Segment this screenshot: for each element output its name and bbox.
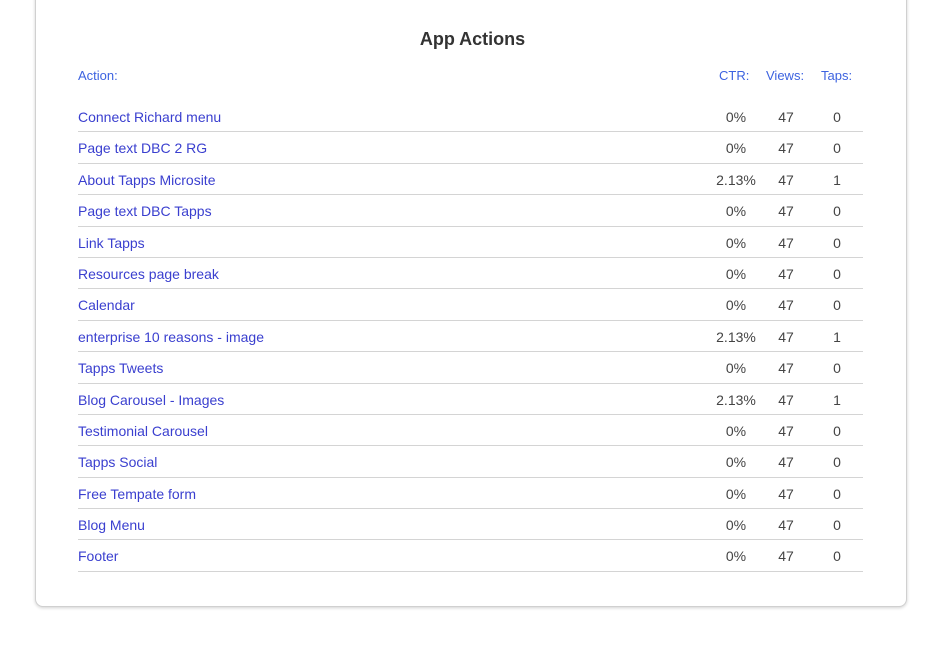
views-value: 47 (778, 265, 794, 282)
table-row: About Tapps Microsite 2.13% 47 1 (78, 164, 863, 196)
action-link[interactable]: Blog Carousel - Images (78, 391, 225, 408)
taps-value: 0 (833, 360, 841, 377)
table-row: Link Tapps 0% 47 0 (78, 227, 863, 258)
table-row: Testimonial Carousel 0% 47 0 (78, 415, 863, 447)
action-link[interactable]: Connect Richard menu (78, 109, 222, 125)
action-link[interactable]: Calendar (78, 297, 135, 314)
ctr-value: 0% (725, 265, 747, 282)
views-value: 47 (778, 485, 794, 502)
actions-table: Connect Richard menu 0% 47 0 Page text DBC 2… (78, 101, 863, 572)
taps-value: 0 (833, 454, 841, 471)
table-row: enterprise 10 reasons - image 2.13% 47 1 (78, 321, 863, 353)
header-action[interactable]: Action: (78, 68, 118, 83)
views-value: 47 (778, 140, 794, 157)
table-row: Tapps Social 0% 47 0 (78, 446, 863, 478)
views-value: 47 (778, 171, 794, 188)
taps-value: 0 (833, 548, 841, 565)
views-value: 47 (778, 203, 794, 220)
table-row: Connect Richard menu 0% 47 0 (78, 101, 863, 133)
action-link[interactable]: Blog Menu (78, 517, 145, 534)
taps-value: 0 (833, 422, 841, 439)
taps-value: 0 (833, 517, 841, 534)
action-link[interactable]: enterprise 10 reasons - image (78, 328, 264, 345)
table-row: Blog Carousel - Images 2.13% 47 1 (78, 384, 863, 415)
ctr-value: 0% (725, 234, 747, 251)
taps-value: 0 (833, 265, 841, 282)
table-row: Calendar 0% 47 0 (78, 289, 863, 321)
action-link[interactable]: Resources page break (78, 265, 219, 282)
views-value: 47 (778, 548, 794, 565)
ctr-value: 0% (725, 422, 747, 439)
table-row: Page text DBC Tapps 0% 47 0 (78, 195, 863, 227)
ctr-value: 0% (725, 140, 747, 157)
taps-value: 0 (833, 140, 841, 157)
action-link[interactable]: Page text DBC 2 RG (78, 140, 208, 157)
table-row: Footer 0% 47 0 (78, 540, 863, 572)
ctr-value: 0% (725, 297, 747, 314)
taps-value: 0 (833, 297, 841, 314)
views-value: 47 (778, 454, 794, 471)
ctr-value: 0% (725, 517, 747, 534)
taps-value: 0 (833, 203, 841, 220)
ctr-value: 0% (725, 203, 747, 220)
taps-value: 1 (833, 171, 841, 188)
views-value: 47 (778, 517, 794, 534)
ctr-value: 0% (725, 360, 747, 377)
action-link[interactable]: Tapps Social (78, 454, 158, 471)
action-link[interactable]: About Tapps Microsite (78, 171, 216, 188)
header-views[interactable]: Views: (766, 68, 805, 83)
action-link[interactable]: Testimonial Carousel (78, 422, 208, 439)
ctr-value: 2.13% (716, 328, 756, 345)
taps-value: 1 (833, 328, 841, 345)
ctr-value: 2.13% (716, 171, 756, 188)
action-link[interactable]: Footer (78, 548, 119, 565)
ctr-value: 2.13% (716, 391, 756, 408)
taps-value: 0 (833, 109, 841, 125)
table-row: Page text DBC 2 RG 0% 47 0 (78, 132, 863, 164)
views-value: 47 (778, 297, 794, 314)
views-value: 47 (778, 360, 794, 377)
ctr-value: 0% (725, 454, 747, 471)
ctr-value: 0% (725, 109, 747, 125)
views-value: 47 (778, 109, 794, 125)
ctr-value: 0% (725, 548, 747, 565)
card-title: App Actions (419, 29, 526, 49)
action-link[interactable]: Page text DBC Tapps (78, 203, 212, 220)
views-value: 47 (778, 328, 794, 345)
header-ctr[interactable]: CTR: (719, 68, 750, 83)
app-actions-card (35, 0, 907, 607)
views-value: 47 (778, 422, 794, 439)
views-value: 47 (778, 391, 794, 408)
table-row: Blog Menu 0% 47 0 (78, 509, 863, 541)
taps-value: 0 (833, 234, 841, 251)
table-row: Free Tempate form 0% 47 0 (78, 478, 863, 510)
views-value: 47 (778, 234, 794, 251)
taps-value: 0 (833, 485, 841, 502)
action-link[interactable]: Tapps Tweets (78, 360, 164, 377)
header-taps[interactable]: Taps: (821, 68, 853, 83)
ctr-value: 0% (725, 485, 747, 502)
table-row: Tapps Tweets 0% 47 0 (78, 352, 863, 384)
action-link[interactable]: Free Tempate form (78, 485, 197, 502)
action-link[interactable]: Link Tapps (78, 234, 145, 251)
table-row: Resources page break 0% 47 0 (78, 258, 863, 290)
table-header: Action: CTR: Views: Taps: (78, 68, 863, 84)
taps-value: 1 (833, 391, 841, 408)
